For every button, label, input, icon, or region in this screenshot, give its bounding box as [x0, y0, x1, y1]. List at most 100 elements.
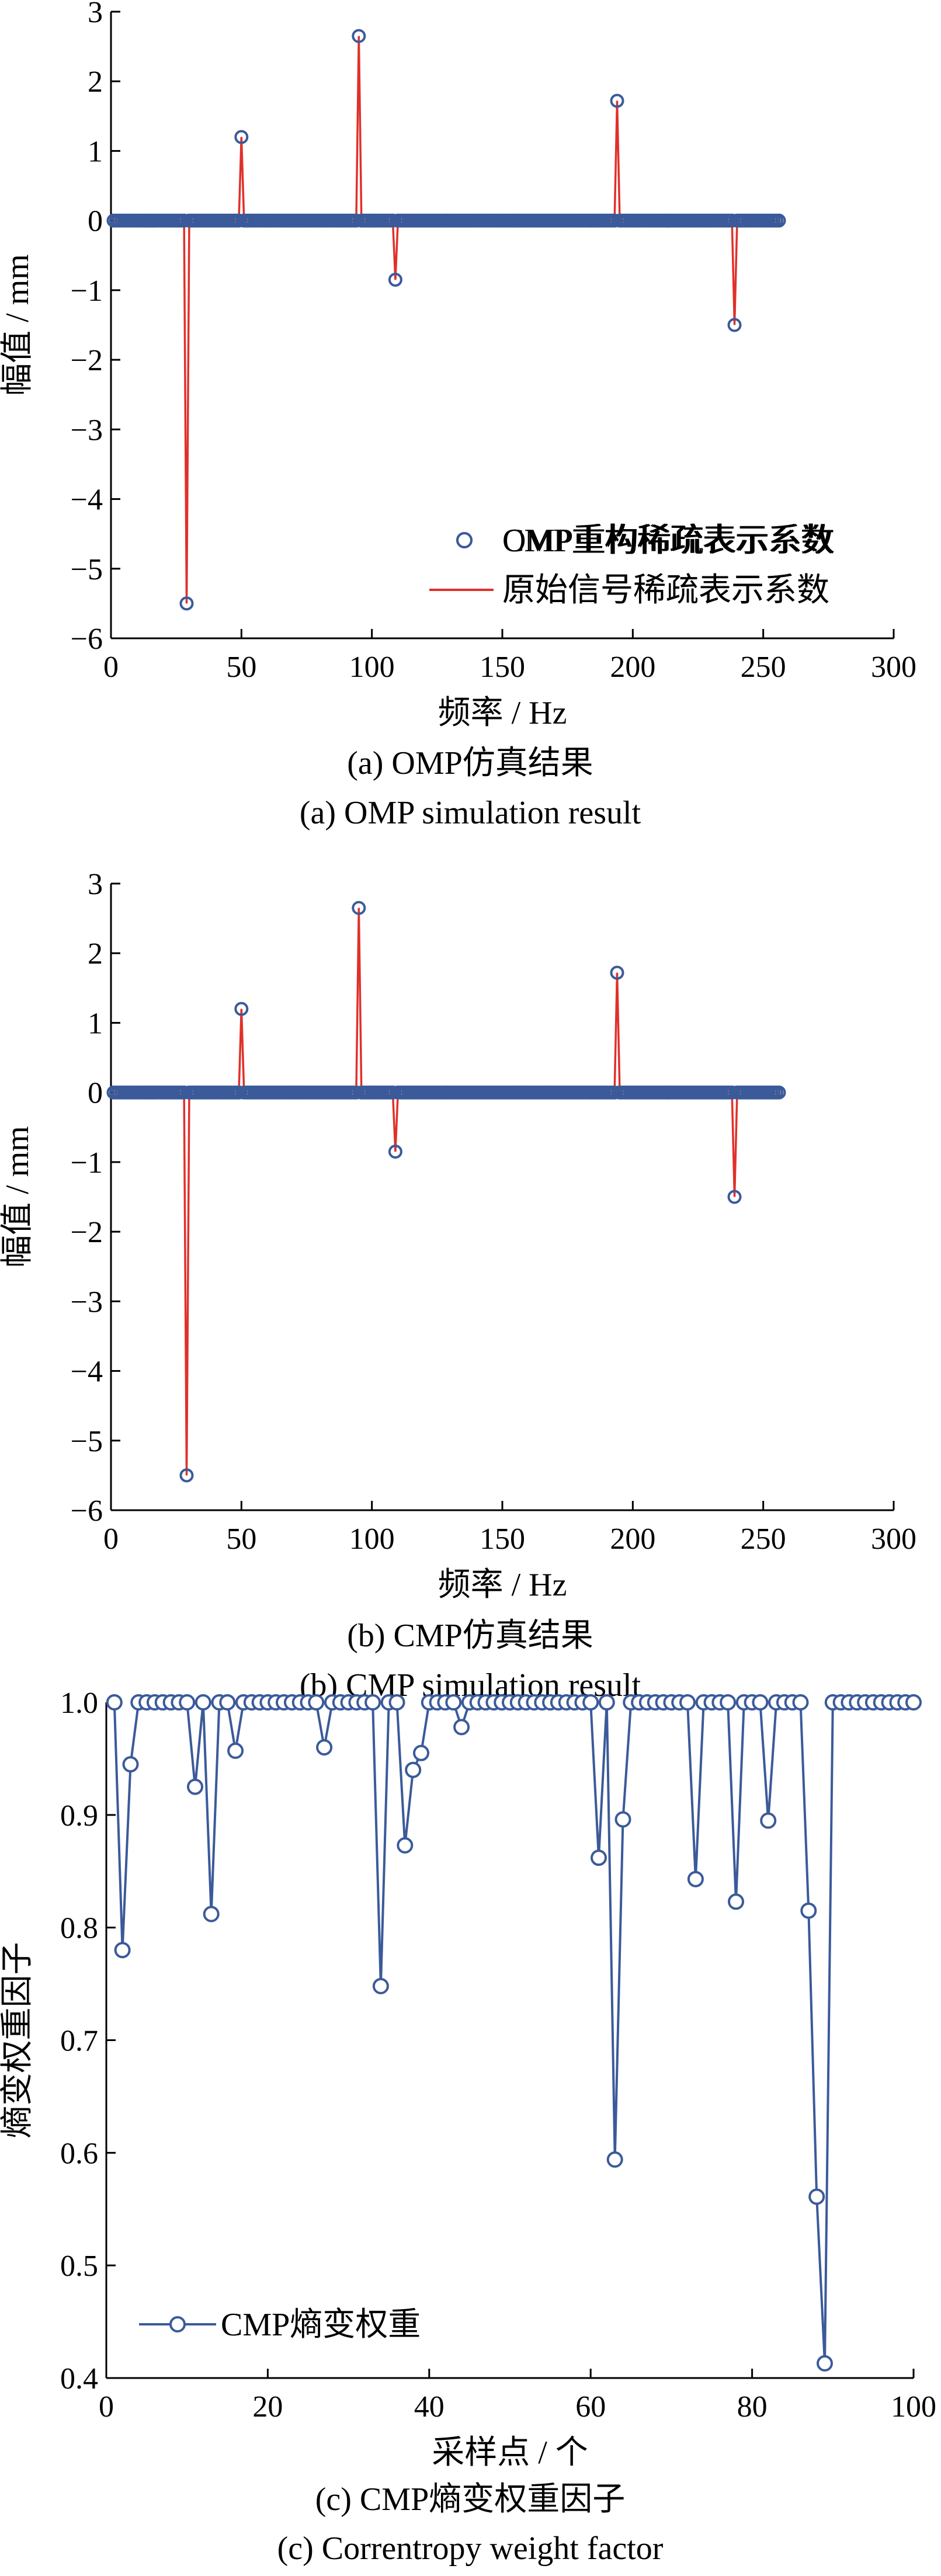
x-tick-label: 300: [871, 1522, 916, 1556]
reconstruction-point: [725, 1085, 739, 1100]
y-tick-label: 0.5: [60, 2250, 98, 2283]
reconstruction-point: [607, 1085, 622, 1100]
weight-point: [606, 2151, 623, 2168]
weight-point: [582, 1694, 599, 1711]
weight-point: [792, 1694, 809, 1711]
y-tick-label: −5: [71, 553, 103, 586]
reconstruction-point: [725, 213, 739, 228]
y-tick-label: −2: [71, 1216, 103, 1249]
reconstruction-point: [234, 130, 249, 144]
y-tick-label: 2: [88, 937, 103, 971]
y-tick-label: 0.7: [60, 2025, 98, 2058]
reconstruction-markers: [106, 29, 786, 611]
y-tick-label: 3: [88, 0, 103, 29]
reconstruction-point: [349, 213, 363, 228]
x-tick-label: 40: [414, 2390, 445, 2424]
weight-point: [687, 1871, 704, 1887]
weight-point: [316, 1739, 333, 1756]
original-signal-line: [113, 908, 779, 1476]
weight-point: [720, 1694, 737, 1711]
x-axis-label: 采样点 / 个: [432, 2435, 588, 2471]
reconstruction-point: [388, 1145, 402, 1159]
y-tick-label: −6: [71, 1494, 103, 1528]
reconstruction-point: [234, 1002, 249, 1016]
y-tick-label: 0.4: [60, 2362, 98, 2396]
x-tick-label: 200: [610, 651, 655, 684]
x-tick-label: 150: [480, 651, 525, 684]
x-tick-label: 300: [871, 651, 916, 684]
reconstruction-point: [727, 1190, 742, 1204]
weight-point: [122, 1756, 139, 1773]
reconstruction-point: [610, 965, 624, 980]
reconstruction-point: [610, 93, 624, 108]
y-tick-label: 0.8: [60, 1912, 98, 1945]
reconstruction-point: [177, 213, 192, 228]
y-tick-label: −5: [71, 1425, 103, 1458]
weight-point: [203, 1906, 220, 1923]
x-tick-label: 100: [891, 2390, 936, 2424]
weight-point: [808, 2188, 825, 2205]
legend-label: 原始信号稀疏表示系数: [502, 572, 829, 609]
y-axis-label: 熵变权重因子: [0, 1942, 36, 2139]
reconstruction-point: [607, 213, 622, 228]
reconstruction-markers: [106, 901, 786, 1483]
x-tick-label: 50: [226, 651, 256, 684]
y-tick-label: −3: [71, 413, 103, 447]
weight-markers: [106, 1694, 922, 2372]
legend-label: 原始信号稀疏表示系数: [502, 572, 829, 609]
x-tick-label: 0: [103, 651, 119, 684]
reconstruction-point: [179, 1468, 194, 1483]
caption-cn: (c) CMP熵变权重因子: [315, 2481, 625, 2518]
y-axis-label: 幅值 / mm: [0, 254, 36, 396]
weight-point: [405, 1761, 422, 1778]
caption-cn: (a) OMP仿真结果: [347, 745, 593, 781]
x-tick-label: 0: [99, 2390, 114, 2424]
weight-point: [760, 1812, 777, 1829]
y-tick-label: 1.0: [60, 1687, 98, 1720]
weight-point: [598, 1694, 615, 1711]
legend-marker-icon: [169, 2316, 186, 2332]
y-axis-label: 幅值 / mm: [0, 1126, 36, 1268]
legend-marker-icon: [456, 532, 473, 548]
reconstruction-point: [386, 1085, 400, 1100]
reconstruction-point: [772, 1085, 786, 1100]
y-tick-label: 2: [88, 65, 103, 99]
weight-point: [728, 1893, 744, 1910]
y-tick-label: −3: [71, 1285, 103, 1319]
x-tick-label: 250: [741, 1522, 786, 1556]
y-tick-label: 0.6: [60, 2137, 98, 2170]
weight-point: [817, 2355, 833, 2372]
reconstruction-point: [179, 596, 194, 611]
weight-point: [905, 1694, 922, 1711]
y-tick-label: −4: [71, 484, 103, 517]
caption-en: (c) Correntropy weight factor: [277, 2530, 664, 2567]
reconstruction-point: [352, 29, 366, 43]
weight-line: [113, 1701, 914, 2363]
y-tick-label: −4: [71, 1355, 103, 1389]
weight-point: [453, 1719, 470, 1736]
legend-label: OMP重构稀疏表示系数: [502, 523, 835, 559]
reconstruction-point: [388, 273, 402, 287]
weight-point: [397, 1837, 414, 1854]
caption-cn: (b) CMP仿真结果: [347, 1618, 593, 1654]
reconstruction-point: [231, 213, 246, 228]
y-tick-label: −1: [71, 1146, 103, 1180]
caption-en: (a) OMP simulation result: [300, 795, 641, 831]
y-tick-label: −2: [71, 344, 103, 377]
weight-point: [679, 1694, 696, 1711]
weight-point: [106, 1694, 123, 1711]
y-tick-label: 1: [88, 135, 103, 168]
weight-point: [195, 1694, 211, 1711]
y-tick-label: 1: [88, 1007, 103, 1040]
weight-point: [614, 1811, 631, 1828]
weight-point: [114, 1942, 131, 1959]
legend-label: CMP重构稀疏表示系数: [502, 523, 833, 559]
y-tick-label: 3: [88, 868, 103, 901]
x-tick-label: 50: [226, 1522, 256, 1556]
weight-point: [179, 1694, 196, 1711]
weight-point: [227, 1742, 244, 1759]
legend-label: CMP熵变权重: [221, 2307, 421, 2343]
reconstruction-point: [352, 901, 366, 915]
x-tick-label: 100: [349, 1522, 395, 1556]
reconstruction-point: [231, 1085, 246, 1100]
